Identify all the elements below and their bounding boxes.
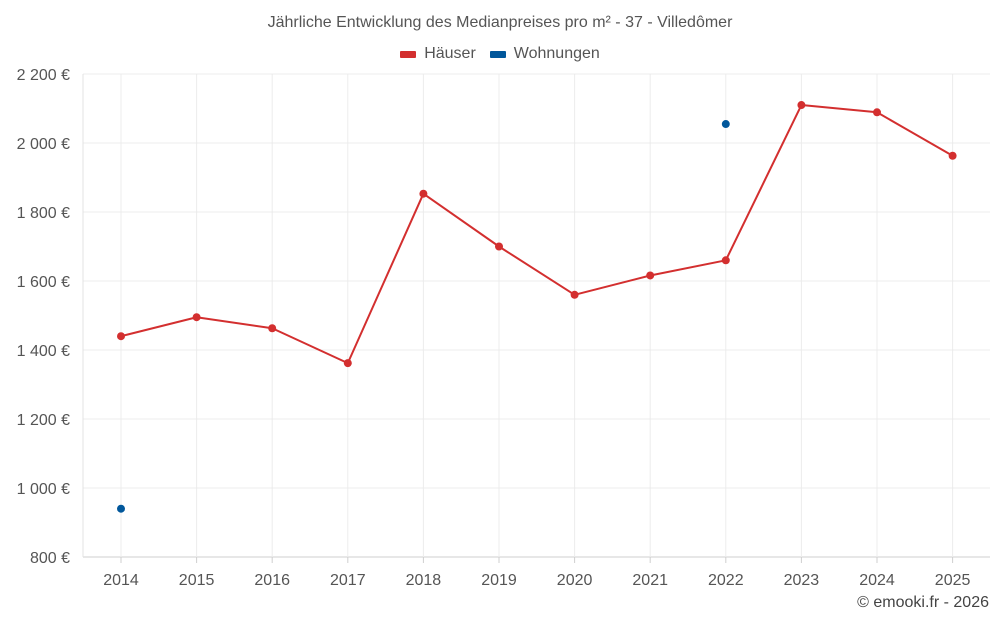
data-point-haeuser-2015[interactable] [192,313,201,322]
data-point-haeuser-2025[interactable] [948,151,957,160]
legend-label-haeuser: Häuser [424,45,476,62]
y-tick-label: 800 € [30,550,70,567]
data-point-wohnungen-2022[interactable] [721,120,730,129]
data-point-haeuser-2016[interactable] [268,324,277,333]
x-tick-label: 2014 [103,572,139,589]
series-line-haeuser [120,104,954,365]
data-point-haeuser-2019[interactable] [495,242,503,251]
y-tick-label: 1 400 € [17,343,70,360]
x-tick-label: 2025 [935,572,971,589]
data-point-haeuser-2020[interactable] [570,290,579,299]
x-tick-label: 2018 [406,572,442,589]
x-tick-label: 2016 [254,572,290,589]
legend-swatch-wohnungen [489,50,506,58]
x-tick-label: 2020 [557,572,593,589]
x-tick-label: 2017 [330,572,366,589]
y-tick-label: 1 800 € [17,205,70,222]
y-tick-label: 1 000 € [17,481,70,498]
data-point-haeuser-2021[interactable] [646,271,655,280]
y-tick-label: 2 200 € [17,67,70,84]
y-tick-label: 1 600 € [17,274,70,291]
x-tick-label: 2022 [708,572,744,589]
x-tick-label: 2024 [859,572,895,589]
data-point-haeuser-2024[interactable] [873,108,881,117]
data-point-wohnungen-2014[interactable] [117,504,125,513]
legend: Häuser Wohnungen [0,45,1000,63]
legend-item-haeuser[interactable]: Häuser [400,45,476,63]
data-point-haeuser-2018[interactable] [419,189,428,198]
data-point-haeuser-2022[interactable] [721,256,730,265]
copyright-text: © emooki.fr - 2026 [857,594,989,611]
x-tick-label: 2015 [179,572,215,589]
chart-title: Jährliche Entwicklung des Medianpreises … [267,14,733,31]
legend-item-wohnungen[interactable]: Wohnungen [489,45,600,63]
legend-label-wohnungen: Wohnungen [513,45,600,62]
data-point-haeuser-2017[interactable] [343,359,352,368]
x-tick-label: 2021 [632,572,668,589]
y-tick-label: 1 200 € [17,412,70,429]
data-point-haeuser-2023[interactable] [797,101,806,110]
x-tick-label: 2023 [784,572,820,589]
data-point-haeuser-2014[interactable] [117,332,125,341]
y-tick-label: 2 000 € [17,136,70,153]
x-tick-label: 2019 [481,572,517,589]
legend-swatch-haeuser [400,50,417,58]
